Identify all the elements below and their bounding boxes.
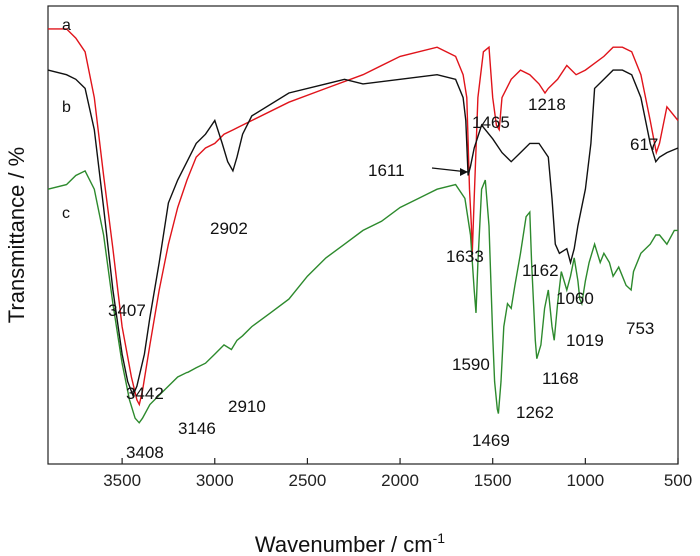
- series-letter-a: a: [62, 17, 71, 34]
- series-letter-c: c: [62, 205, 70, 222]
- x-tick-label: 2500: [288, 471, 326, 490]
- x-axis-title: Wavenumber / cm-1: [255, 530, 445, 556]
- peak-label-3146: 3146: [178, 419, 216, 438]
- peak-label-3442: 3442: [126, 384, 164, 403]
- x-tick-label: 500: [664, 471, 692, 490]
- peak-label-1162: 1162: [522, 261, 559, 280]
- series-letters: a b c: [62, 17, 71, 222]
- annotation-arrowhead: [460, 168, 468, 176]
- peak-label-2902: 2902: [210, 219, 248, 238]
- series-line-b: [47, 69, 679, 398]
- peak-label-617: 617: [630, 135, 658, 154]
- peak-label-1262: 1262: [516, 403, 554, 422]
- peak-label-1060: 1060: [556, 289, 594, 308]
- series-layer: [47, 28, 679, 424]
- x-tick-label: 2000: [381, 471, 419, 490]
- peak-label-1633: 1633: [446, 247, 484, 266]
- peak-label-3408: 3408: [126, 443, 164, 462]
- peak-label-1168: 1168: [542, 369, 579, 388]
- x-tick-label: 3000: [196, 471, 234, 490]
- x-tick-label: 1500: [474, 471, 512, 490]
- series-line-a: [48, 28, 679, 407]
- x-axis-title-sup: -1: [433, 530, 446, 546]
- x-tick-label: 3500: [103, 471, 141, 490]
- peak-label-1590: 1590: [452, 355, 490, 374]
- plot-frame: [47, 5, 679, 465]
- x-axis-ticks: 3500 3000 2500 2000 1500 1000 500: [103, 458, 692, 490]
- peak-label-1469: 1469: [472, 431, 510, 450]
- peak-label-1611: 1611: [368, 161, 405, 180]
- x-tick-label: 1000: [566, 471, 604, 490]
- series-letter-b: b: [62, 99, 71, 116]
- peak-label-3407: 3407: [108, 301, 146, 320]
- peak-labels: 3407 3442 3408 2902 3146 2910 1611 1633 1465 1218…: [108, 95, 658, 462]
- y-axis-title: Transmittance / %: [4, 147, 29, 323]
- peak-label-1465: 1465: [472, 113, 510, 132]
- peak-label-1218: 1218: [528, 95, 566, 114]
- peak-label-753: 753: [626, 319, 654, 338]
- peak-label-2910: 2910: [228, 397, 266, 416]
- peak-label-1019: 1019: [566, 331, 604, 350]
- x-axis-title-main: Wavenumber / cm: [255, 532, 433, 556]
- series-line-c: [47, 169, 678, 424]
